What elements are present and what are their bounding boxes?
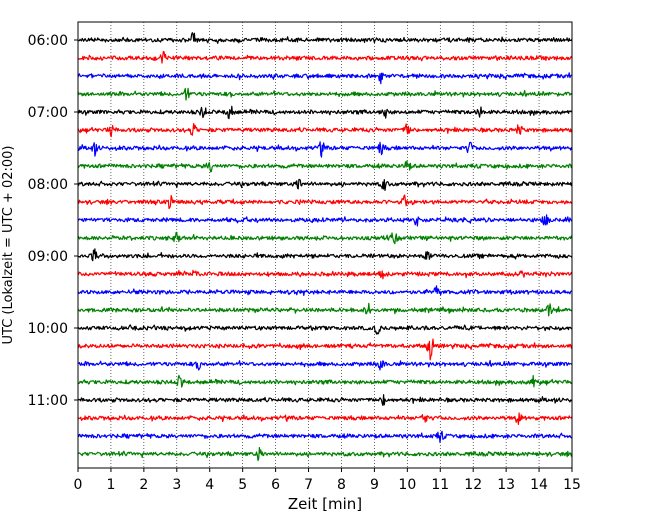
x-tick-label-11: 11 [431, 477, 449, 493]
x-tick-label-15: 15 [563, 477, 581, 493]
trace-1030 [77, 359, 573, 371]
trace-0745 [77, 160, 573, 173]
x-tick-label-1: 1 [106, 477, 115, 493]
y-tick-label-11:00: 11:00 [28, 393, 68, 409]
y-tick-label-08:00: 08:00 [28, 177, 68, 193]
trace-1130 [77, 430, 573, 444]
x-tick-label-4: 4 [205, 477, 214, 493]
trace-1045 [77, 374, 573, 388]
trace-1015 [77, 338, 573, 361]
trace-0915 [77, 269, 573, 280]
x-tick-label-6: 6 [271, 477, 280, 493]
x-tick-label-10: 10 [398, 477, 416, 493]
plot-frame [77, 21, 573, 469]
trace-1100 [77, 394, 573, 406]
trace-0815 [77, 194, 573, 210]
trace-1145 [77, 447, 573, 462]
y-tick-label-07:00: 07:00 [28, 105, 68, 121]
x-tick-label-9: 9 [370, 477, 379, 493]
x-tick-label-8: 8 [337, 477, 346, 493]
trace-0730 [77, 141, 573, 158]
x-tick-label-7: 7 [304, 477, 313, 493]
x-tick-label-13: 13 [497, 477, 515, 493]
x-tick-label-5: 5 [238, 477, 247, 493]
trace-0615 [77, 50, 573, 64]
grid-lines [110, 22, 540, 468]
trace-1115 [77, 412, 573, 425]
trace-0945 [77, 302, 573, 317]
y-tick-label-09:00: 09:00 [28, 249, 68, 265]
y-tick-label-10:00: 10:00 [28, 321, 68, 337]
trace-0900 [78, 248, 573, 262]
x-tick-label-0: 0 [74, 477, 83, 493]
x-tick-label-3: 3 [172, 477, 181, 493]
y-axis-title: UTC (Lokalzeit = UTC + 02:00) [1, 146, 16, 345]
trace-0600 [77, 32, 573, 44]
seismic-traces [77, 32, 573, 462]
y-axis: 06:00 07:00 08:00 09:00 10:00 11:00 [28, 33, 78, 409]
trace-0715 [77, 123, 573, 138]
trace-0845 [77, 231, 572, 245]
x-tick-label-2: 2 [139, 477, 148, 493]
trace-0830 [77, 214, 573, 227]
y-tick-label-06:00: 06:00 [28, 33, 68, 49]
trace-0800 [77, 178, 573, 191]
x-axis: 0 1 2 3 4 5 6 7 8 9 10 11 12 13 14 15 [74, 468, 581, 493]
x-tick-label-14: 14 [530, 477, 548, 493]
trace-0630 [77, 72, 573, 85]
trace-0700 [77, 105, 573, 120]
trace-0645 [77, 87, 573, 101]
trace-1000 [77, 324, 573, 335]
trace-0930 [77, 285, 573, 296]
x-tick-label-12: 12 [464, 477, 482, 493]
x-axis-title: Zeit [min] [288, 495, 362, 513]
